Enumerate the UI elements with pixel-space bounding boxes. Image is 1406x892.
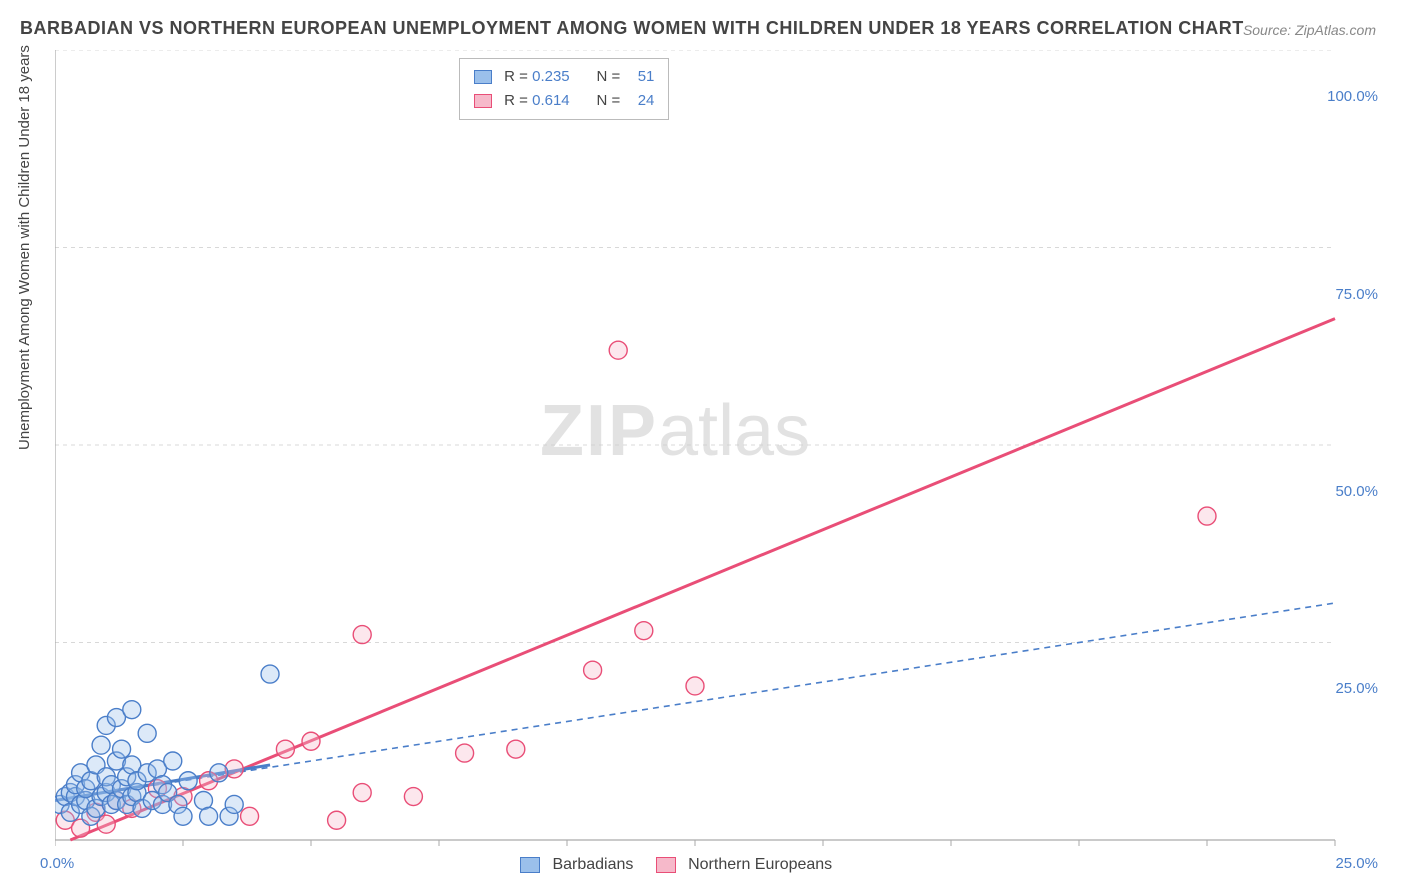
n-value-a: 51 (624, 65, 654, 89)
chart-area (55, 50, 1375, 850)
y-tick-50: 50.0% (1335, 483, 1378, 500)
stats-row-a: R = 0.235 N = 51 (474, 65, 654, 89)
r-value-b: 0.614 (532, 89, 588, 113)
y-tick-100: 100.0% (1327, 88, 1378, 105)
n-value-b: 24 (624, 89, 654, 113)
legend-label-barbadians: Barbadians (552, 856, 633, 873)
n-label: N = (592, 68, 624, 85)
r-label: R = (504, 92, 532, 109)
y-tick-25: 25.0% (1335, 680, 1378, 697)
swatch-northern-europeans (474, 94, 492, 108)
r-label: R = (504, 68, 532, 85)
stats-box: R = 0.235 N = 51 R = 0.614 N = 24 (459, 58, 669, 120)
legend-label-northern-europeans: Northern Europeans (688, 856, 832, 873)
scatter-chart-svg (55, 50, 1375, 850)
swatch-barbadians (474, 70, 492, 84)
legend-swatch-barbadians (520, 857, 540, 873)
y-axis-label: Unemployment Among Women with Children U… (16, 45, 33, 450)
chart-title: BARBADIAN VS NORTHERN EUROPEAN UNEMPLOYM… (20, 18, 1244, 39)
legend-swatch-northern-europeans (656, 857, 676, 873)
y-tick-75: 75.0% (1335, 286, 1378, 303)
x-tick-0: 0.0% (40, 855, 74, 872)
n-label: N = (592, 92, 624, 109)
stats-row-b: R = 0.614 N = 24 (474, 89, 654, 113)
x-tick-25: 25.0% (1335, 855, 1378, 872)
r-value-a: 0.235 (532, 65, 588, 89)
source-attribution: Source: ZipAtlas.com (1243, 22, 1376, 38)
bottom-legend: Barbadians Northern Europeans (520, 856, 832, 874)
